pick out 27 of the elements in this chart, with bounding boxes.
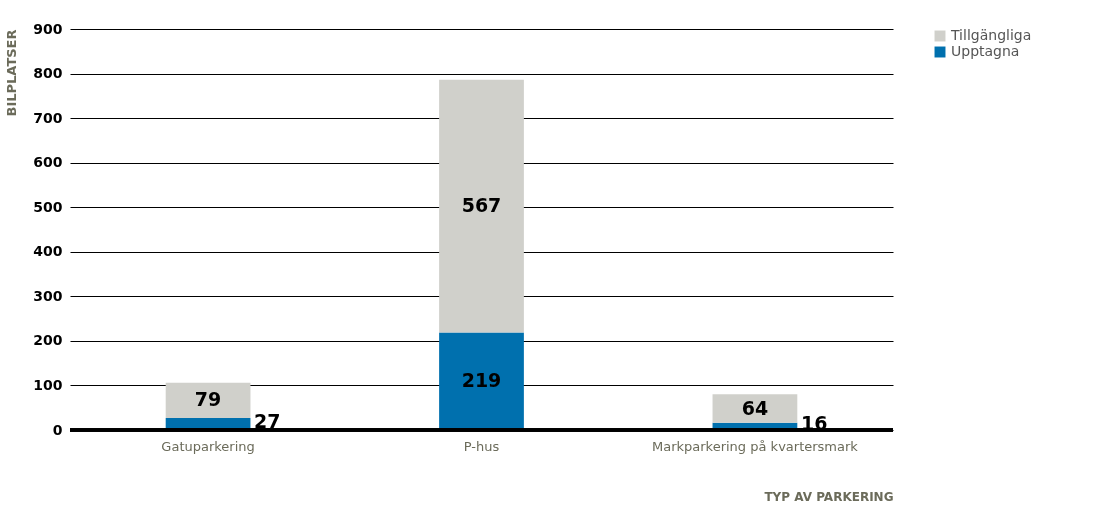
x-tick-label: Markparkering på kvartersmark [651,438,859,454]
x-axis-title: TYP AV PARKERING [764,489,894,504]
x-tick-label: Gatuparkering [161,438,255,454]
legend-label: Tillgängliga [950,27,1032,43]
y-tick-label: 0 [52,421,63,438]
data-label: 64 [741,396,769,419]
y-axis-title: BILPLATSER [4,29,20,117]
legend-label: Upptagna [951,43,1020,59]
bar [712,394,798,423]
y-tick-label: 600 [33,154,63,171]
y-tick-label: 100 [33,376,63,393]
y-tick-label: 700 [33,109,63,126]
bar [439,332,524,430]
data-label: 79 [194,388,222,411]
x-tick-label: P-hus [463,438,500,454]
bar [165,417,251,430]
bar [165,382,251,418]
y-tick-label: 500 [33,198,63,215]
y-tick-label: 900 [33,20,63,37]
y-tick-label: 800 [33,65,63,82]
data-label: 219 [461,369,502,392]
data-label: 567 [461,194,502,217]
y-tick-label: 400 [33,243,63,260]
data-label: 27 [254,409,281,432]
y-tick-label: 200 [33,332,63,349]
y-tick-label: 300 [33,287,63,304]
bar [439,79,524,333]
